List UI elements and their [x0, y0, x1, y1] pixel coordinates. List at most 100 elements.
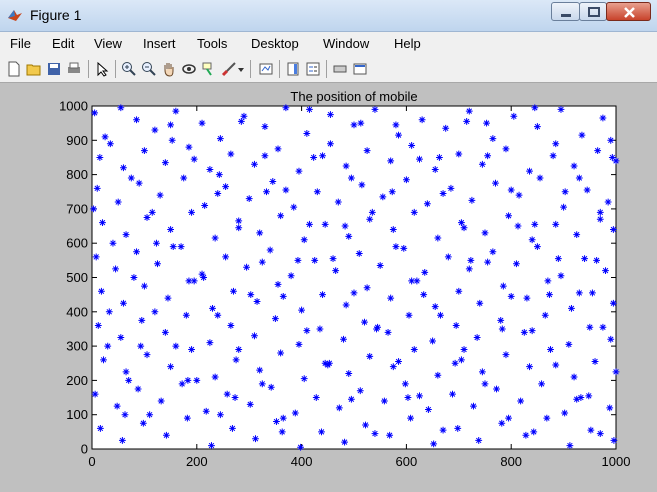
- maximize-button[interactable]: [579, 2, 607, 21]
- data-point: [538, 380, 545, 388]
- zoom-in-icon[interactable]: [121, 61, 137, 77]
- window-title: Figure 1: [30, 7, 82, 23]
- data-point: [505, 212, 512, 220]
- data-point: [483, 119, 490, 127]
- y-tick-label: 900: [66, 133, 88, 148]
- data-point: [350, 289, 358, 297]
- data-point: [327, 111, 334, 118]
- select-arrow-icon[interactable]: [94, 61, 110, 77]
- axes-box[interactable]: [91, 105, 617, 450]
- data-point: [560, 203, 567, 211]
- menu-file[interactable]: File: [10, 36, 31, 51]
- data-point: [585, 392, 593, 400]
- data-point: [167, 121, 174, 129]
- y-tick-label: 1000: [59, 99, 88, 114]
- data-point: [325, 359, 333, 367]
- menu-desktop[interactable]: Desktop: [251, 36, 299, 51]
- data-point: [395, 131, 402, 139]
- brush-icon[interactable]: [221, 61, 237, 77]
- data-point: [237, 118, 245, 125]
- data-point: [118, 437, 126, 444]
- data-point: [104, 342, 112, 350]
- dropdown-arrow-icon[interactable]: [237, 61, 245, 77]
- colorbar-icon[interactable]: [285, 61, 301, 77]
- data-point: [434, 234, 442, 242]
- rotate-3d-icon[interactable]: [181, 61, 197, 77]
- data-point: [303, 130, 311, 137]
- data-point: [122, 231, 130, 239]
- data-cursor-icon[interactable]: [201, 61, 217, 77]
- data-point: [439, 190, 447, 197]
- data-point: [475, 437, 483, 444]
- data-point: [583, 186, 591, 194]
- data-point: [117, 334, 125, 341]
- data-point: [596, 430, 604, 437]
- close-button[interactable]: [606, 2, 651, 21]
- data-point: [96, 425, 104, 432]
- print-icon[interactable]: [66, 61, 82, 77]
- data-point: [345, 232, 353, 240]
- new-figure-icon[interactable]: [6, 61, 22, 77]
- hide-plot-tools-icon[interactable]: [332, 61, 348, 77]
- title-bar[interactable]: Figure 1: [0, 0, 657, 32]
- data-point: [546, 291, 553, 299]
- data-point: [258, 380, 266, 388]
- data-point: [363, 284, 371, 292]
- data-point: [596, 208, 604, 216]
- data-point: [335, 404, 343, 412]
- menu-insert[interactable]: Insert: [143, 36, 176, 51]
- data-point: [612, 157, 620, 165]
- data-point: [177, 243, 185, 251]
- data-point: [498, 325, 506, 333]
- data-point: [481, 229, 489, 237]
- data-point: [91, 390, 99, 398]
- menu-edit[interactable]: Edit: [52, 36, 75, 51]
- menu-tools[interactable]: Tools: [197, 36, 228, 51]
- data-point: [168, 136, 176, 144]
- menu-help[interactable]: Help: [394, 36, 421, 51]
- link-plot-icon[interactable]: [258, 61, 274, 77]
- data-point: [230, 287, 237, 295]
- data-point: [185, 143, 193, 151]
- pan-hand-icon[interactable]: [161, 61, 177, 77]
- data-point: [188, 208, 195, 216]
- data-point: [222, 253, 230, 261]
- data-point: [523, 294, 531, 302]
- data-point: [105, 308, 113, 316]
- data-point: [439, 426, 447, 434]
- data-point: [245, 195, 253, 203]
- matlab-logo-icon: [8, 10, 22, 21]
- data-point: [358, 181, 366, 189]
- data-point: [436, 154, 443, 161]
- minimize-button[interactable]: [551, 2, 580, 21]
- legend-icon[interactable]: [305, 61, 321, 77]
- data-point: [146, 411, 154, 419]
- data-point: [586, 323, 594, 331]
- data-point: [460, 224, 468, 232]
- data-point: [291, 409, 299, 417]
- zoom-out-icon[interactable]: [141, 61, 157, 77]
- data-point: [139, 419, 147, 427]
- data-point: [534, 243, 541, 251]
- data-point: [566, 442, 574, 449]
- open-file-icon[interactable]: [26, 61, 42, 77]
- data-point: [408, 277, 416, 285]
- data-point: [164, 294, 172, 302]
- data-point: [214, 311, 222, 319]
- data-point: [342, 162, 350, 170]
- scatter-plot[interactable]: The position of mobile 0 100 200 300 400 500 60…: [0, 83, 657, 487]
- data-point: [570, 373, 578, 381]
- data-point: [561, 409, 569, 417]
- data-point: [294, 256, 302, 264]
- save-icon[interactable]: [46, 61, 62, 77]
- data-point: [510, 112, 518, 120]
- data-point: [313, 188, 321, 196]
- show-plot-tools-icon[interactable]: [352, 61, 368, 77]
- menu-view[interactable]: View: [94, 36, 122, 51]
- data-point: [303, 327, 311, 335]
- y-tick-label: 200: [66, 373, 88, 388]
- data-point: [310, 154, 318, 161]
- data-point: [135, 179, 143, 187]
- data-point: [449, 390, 456, 398]
- menu-window[interactable]: Window: [323, 36, 370, 51]
